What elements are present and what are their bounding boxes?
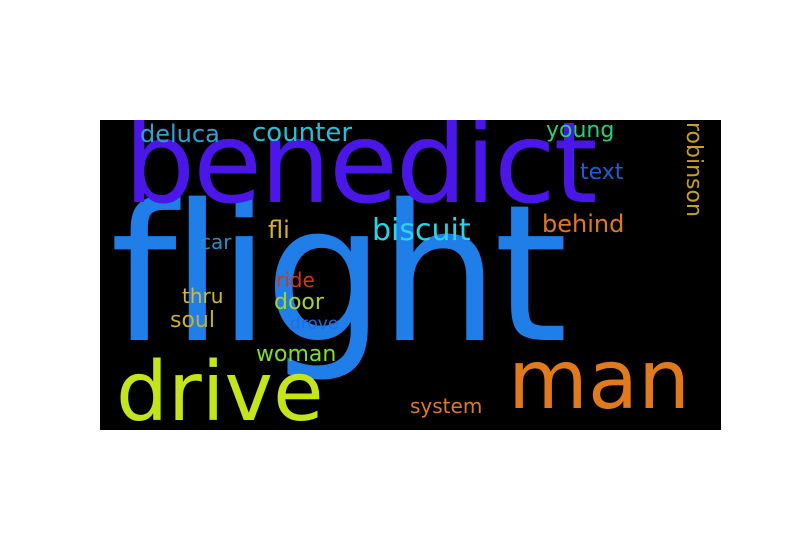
word-flight: flight [110, 164, 568, 385]
word-man: man [508, 333, 691, 428]
word-text: text [580, 160, 624, 185]
word-system: system [410, 394, 483, 418]
word-ride: ride [276, 268, 315, 292]
word-fli: fli [268, 216, 290, 244]
word-car: car [200, 230, 232, 254]
word-biscuit: biscuit [372, 213, 471, 248]
word-cloud: flight benedict man drive biscuit counte… [100, 120, 721, 430]
word-soul: soul [170, 308, 215, 333]
word-drove: drove [290, 314, 339, 334]
word-benedict: benedict [124, 120, 598, 229]
word-robinson: robinson [681, 122, 706, 217]
word-young: young [546, 120, 615, 143]
word-woman: woman [256, 342, 337, 367]
word-drive: drive [116, 345, 324, 431]
word-counter: counter [252, 120, 353, 148]
word-behind: behind [542, 210, 625, 238]
word-deluca: deluca [140, 120, 220, 148]
word-door: door [274, 290, 324, 315]
word-thru: thru [182, 284, 224, 308]
